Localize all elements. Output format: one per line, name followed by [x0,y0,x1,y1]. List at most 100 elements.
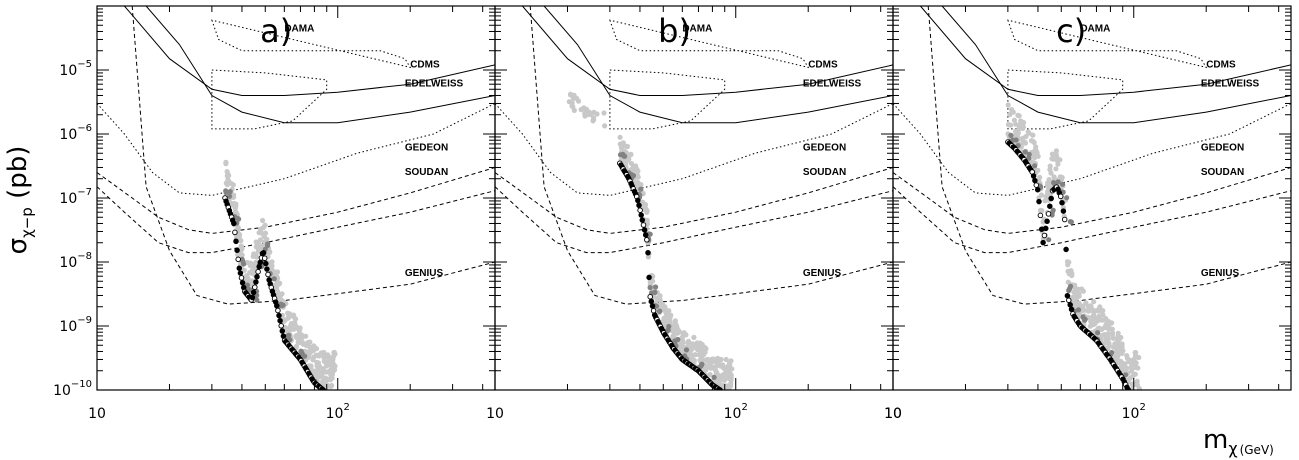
soudan-limit [495,186,893,254]
point-light [1031,139,1037,146]
cdms-limit [920,6,1291,96]
point-mid [1022,149,1028,155]
point-light [1048,170,1054,176]
point-light [303,342,309,348]
point-boundary [255,268,261,275]
panel-2: DAMA CDMS EDELWEISS GEDEON SOUDAN GENIUS b) 10 1… [486,5,894,422]
point-boundary [261,255,268,261]
point-mid [1082,317,1088,323]
point-light [253,252,259,258]
point-light [1023,133,1029,140]
point-light [328,383,334,390]
point-light [672,318,679,324]
point-boundary [249,294,256,301]
point-light [231,192,237,198]
panel-1: DAMA CDMS EDELWEISS GEDEON SOUDAN GENIUS a) 10 1… [88,5,496,422]
point-boundary [254,274,260,280]
point-boundary [276,312,282,319]
edelweiss-limit [941,6,1291,124]
point-light [716,361,722,367]
point-mid [630,172,637,179]
point-light [288,323,294,329]
cdms-limit [124,6,495,96]
experiment-label: SOUDAN [405,167,448,178]
point-boundary [277,317,283,324]
point-light [660,304,666,310]
point-light [321,358,327,364]
point-light [1033,148,1039,154]
point-light [665,315,671,321]
point-light [628,161,635,167]
point-light [310,357,316,363]
point-light [713,370,719,376]
point-light [257,237,263,243]
point-light [602,123,608,129]
point-light [566,99,572,105]
point-light [714,379,720,385]
point-boundary [253,279,259,285]
dama-region [1007,69,1124,130]
experiment-label: GENIUS [405,268,444,279]
x-tick-label: 10 [486,406,504,422]
point-mid [653,284,659,290]
point-light [225,171,231,177]
point-light [293,343,300,349]
point-light [1091,299,1097,305]
point-mid [1075,307,1082,313]
point-boundary [274,303,280,309]
point-light [245,275,251,281]
point-light [1049,151,1055,157]
point-mid [1026,151,1032,157]
point-mid [286,332,292,338]
point-light [226,178,232,184]
point-light [1131,371,1137,377]
gedeon-limit [97,167,495,234]
point-boundary [238,275,245,281]
point-light [287,311,293,317]
point-light [719,376,725,382]
point-mid [264,242,271,249]
point-light [1066,271,1072,277]
point-boundary [278,323,284,329]
point-light [276,292,282,298]
point-mid [1008,132,1014,138]
point-light [685,340,691,346]
point-light [1033,144,1039,150]
point-boundary [1063,246,1069,253]
point-light [278,297,284,303]
point-boundary [1066,297,1072,304]
point-light [1095,318,1101,324]
point-boundary [1064,292,1071,299]
point-light [320,366,326,372]
genius-limit [927,6,1291,305]
y-axis-symbol: σ [3,238,33,254]
point-boundary [638,212,644,218]
point-light [626,153,632,159]
experiment-label: GEDEON [1201,143,1244,154]
point-light [260,217,266,224]
point-boundary [275,307,281,314]
point-light [1071,284,1077,291]
point-mid [302,353,308,359]
point-boundary [239,280,246,286]
point-light [601,110,607,116]
point-light [1109,326,1115,332]
point-mid [621,153,627,159]
point-light [640,199,646,205]
point-boundary [1068,306,1075,313]
point-light [669,328,675,334]
point-light [670,333,676,339]
point-light [1126,359,1132,365]
point-light [582,113,588,119]
point-light [320,378,326,384]
point-mid [647,285,653,291]
dama-contour [1007,19,1208,69]
point-light [1109,330,1116,336]
point-light [1008,122,1014,128]
point-boundary [646,274,652,281]
point-light [663,309,670,315]
point-mid [1068,219,1074,225]
experiment-label: GENIUS [1201,268,1240,279]
point-mid [1032,163,1038,169]
point-light [316,363,322,369]
